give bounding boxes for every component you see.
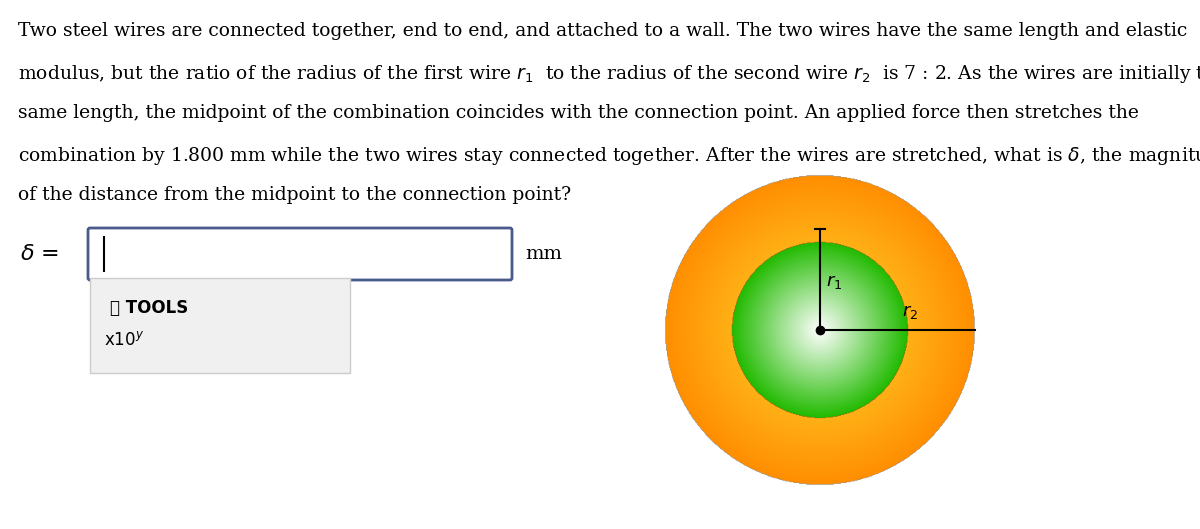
Text: $\delta$ =: $\delta$ = [20, 243, 59, 265]
Text: combination by 1.800 mm while the two wires stay connected together. After the w: combination by 1.800 mm while the two wi… [18, 145, 1200, 167]
Text: 🔧 TOOLS: 🔧 TOOLS [110, 299, 188, 317]
Text: of the distance from the midpoint to the connection point?: of the distance from the midpoint to the… [18, 186, 571, 204]
Text: x10$^y$: x10$^y$ [104, 331, 144, 349]
Text: $r_1$: $r_1$ [826, 272, 842, 290]
Text: $r_2$: $r_2$ [902, 303, 919, 321]
Text: Two steel wires are connected together, end to end, and attached to a wall. The : Two steel wires are connected together, … [18, 22, 1187, 40]
Text: mm: mm [526, 245, 562, 263]
Text: same length, the midpoint of the combination coincides with the connection point: same length, the midpoint of the combina… [18, 104, 1139, 122]
Bar [90, 278, 350, 373]
FancyBboxPatch shape [88, 228, 512, 280]
Text: modulus, but the ratio of the radius of the first wire $r_1$  to the radius of t: modulus, but the ratio of the radius of … [18, 63, 1200, 85]
